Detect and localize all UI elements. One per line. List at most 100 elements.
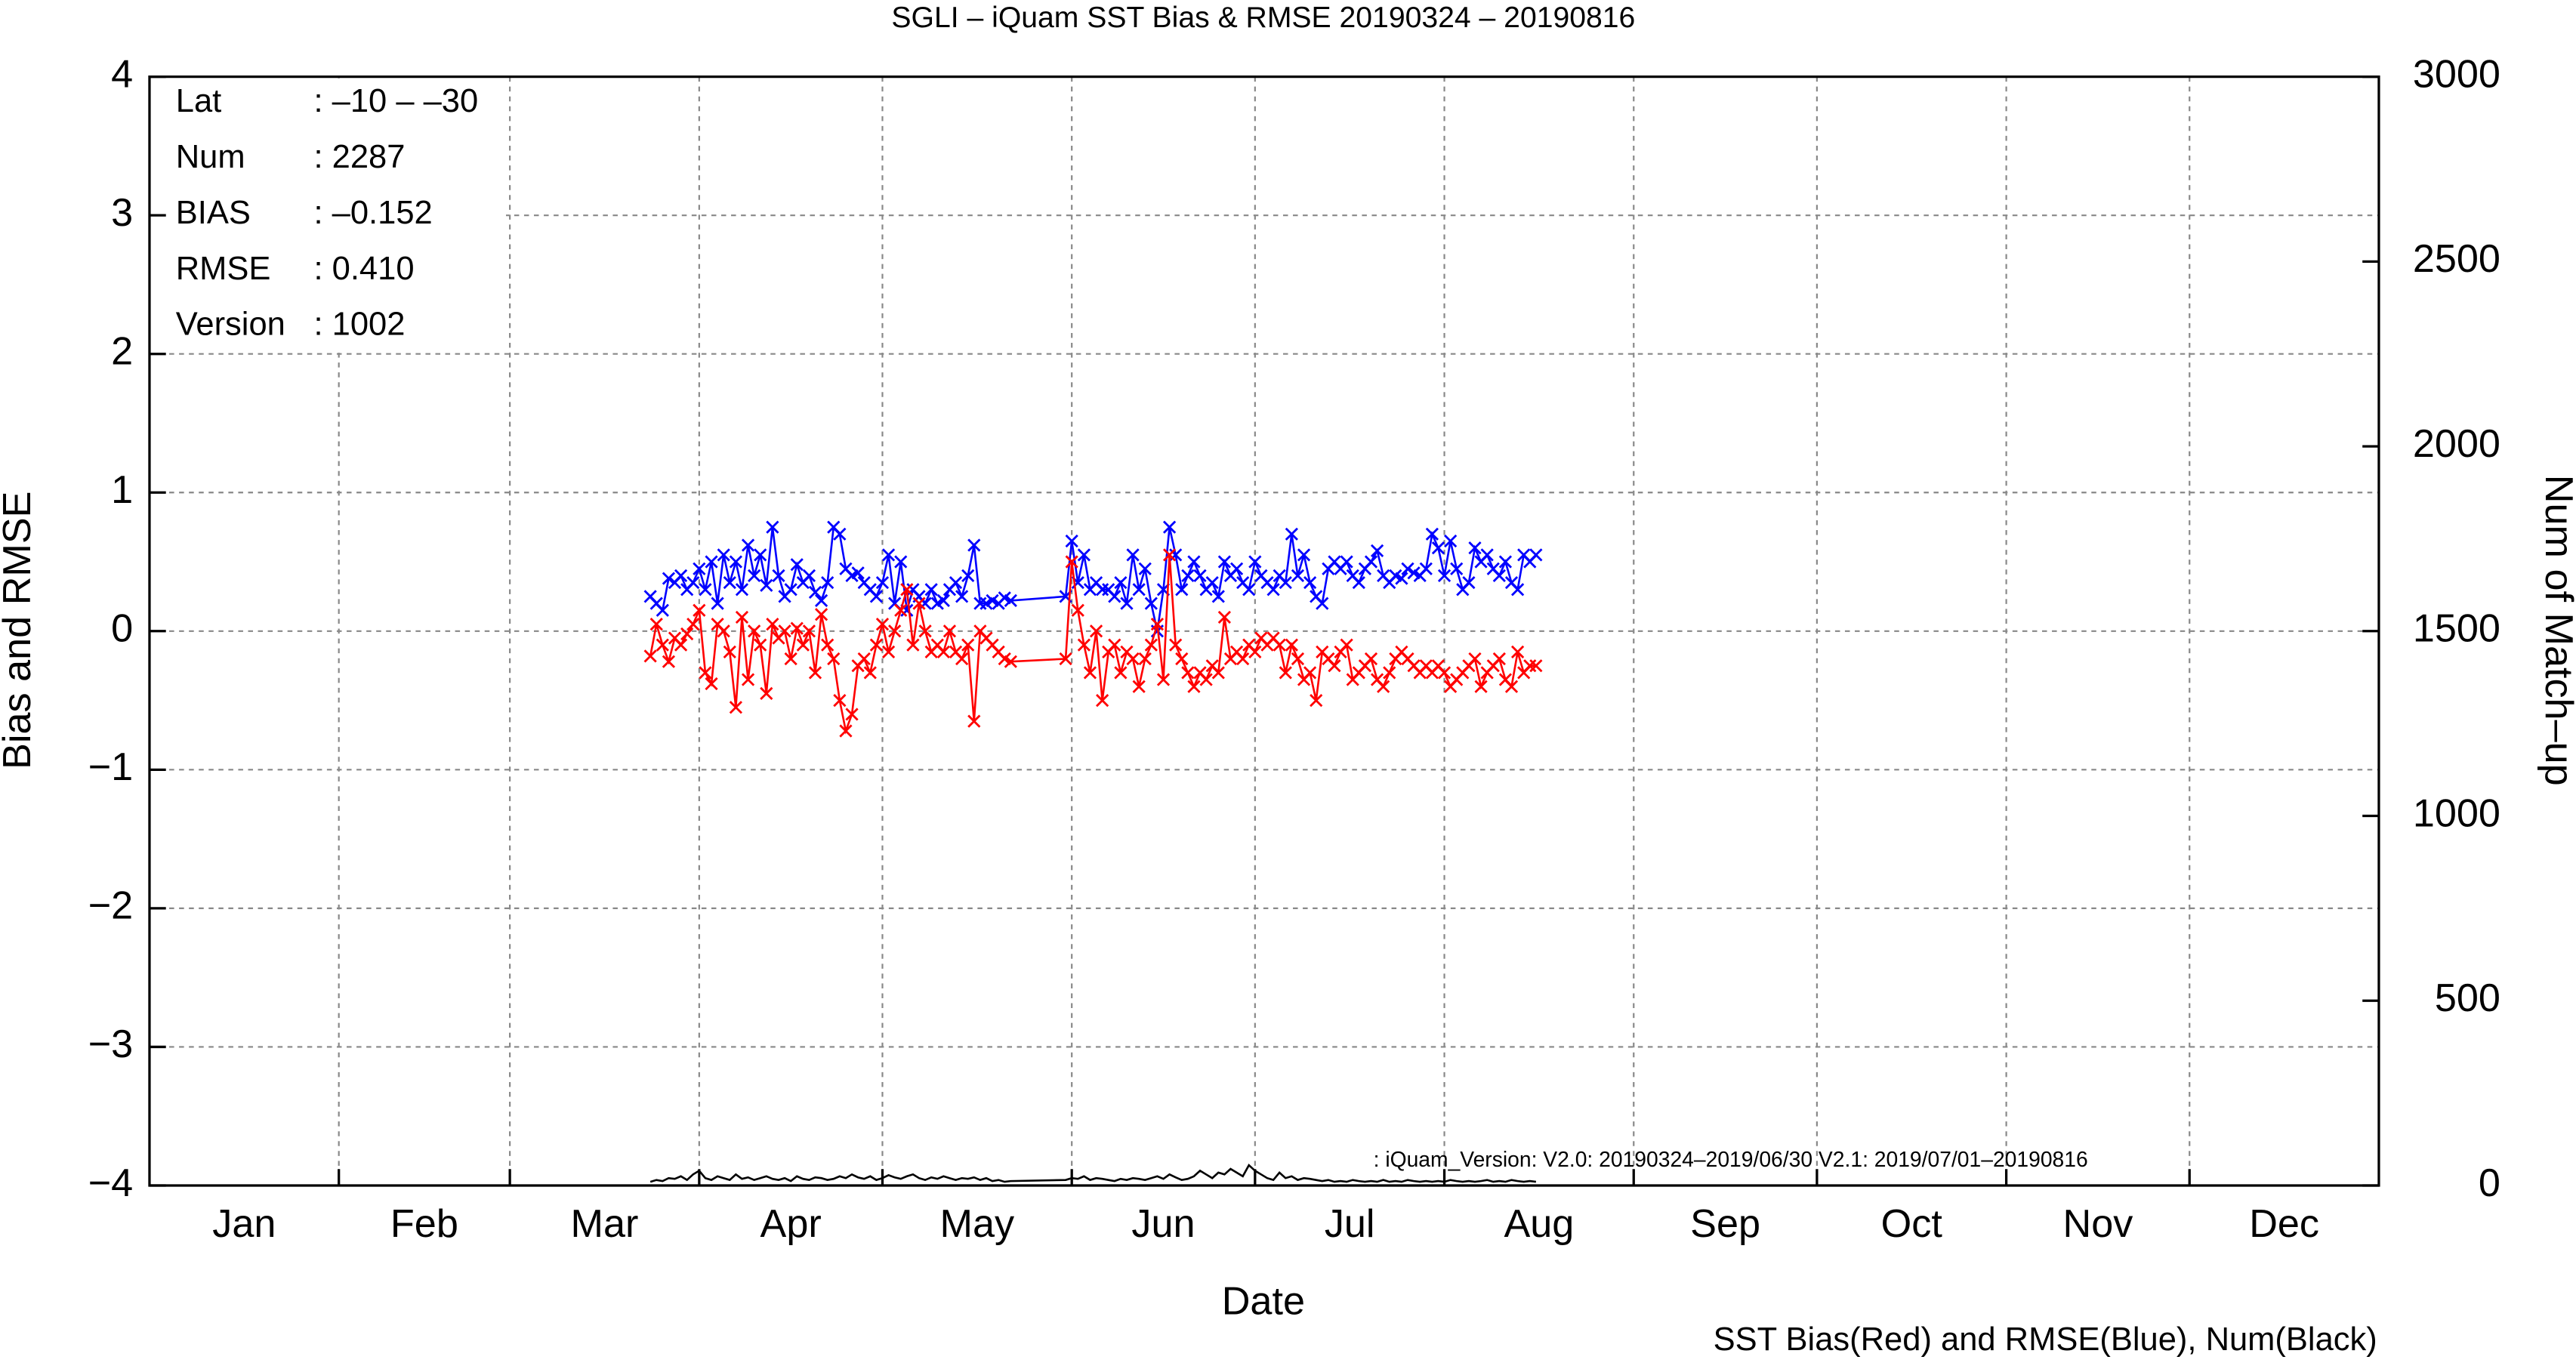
data-point bbox=[754, 548, 767, 562]
data-point bbox=[851, 566, 865, 580]
data-point bbox=[888, 624, 902, 638]
data-point bbox=[693, 603, 706, 617]
y-tick-label: 2 bbox=[111, 330, 133, 374]
stats-label: BIAS bbox=[176, 195, 251, 231]
data-point bbox=[1279, 666, 1292, 680]
data-point bbox=[1248, 555, 1262, 569]
data-point bbox=[1217, 610, 1232, 624]
y2-axis-label: Num of Match–up bbox=[2537, 475, 2576, 786]
data-point bbox=[649, 618, 663, 631]
data-point bbox=[967, 714, 981, 728]
data-point bbox=[784, 652, 797, 666]
data-point bbox=[1328, 659, 1341, 673]
data-point bbox=[1193, 569, 1207, 582]
data-point bbox=[1370, 544, 1384, 557]
data-point bbox=[869, 590, 884, 603]
data-point bbox=[1310, 693, 1323, 708]
data-point bbox=[1425, 527, 1439, 541]
y-tick-label: 4 bbox=[111, 52, 133, 96]
data-point bbox=[1169, 638, 1183, 652]
stats-value: : 2287 bbox=[313, 139, 405, 175]
data-point bbox=[857, 652, 871, 666]
data-point bbox=[735, 583, 749, 597]
data-point bbox=[1279, 575, 1292, 590]
data-point bbox=[863, 666, 877, 680]
data-point bbox=[1492, 652, 1506, 666]
data-point bbox=[686, 618, 700, 631]
data-point bbox=[900, 583, 914, 597]
y-tick-label: −1 bbox=[88, 745, 134, 789]
data-point bbox=[1395, 572, 1408, 585]
data-point bbox=[674, 638, 688, 652]
data-point bbox=[918, 597, 932, 610]
data-point bbox=[1144, 638, 1158, 652]
data-point bbox=[1291, 569, 1305, 582]
data-point bbox=[748, 624, 761, 638]
data-point bbox=[1071, 603, 1084, 617]
data-point bbox=[1096, 693, 1109, 708]
data-point bbox=[705, 677, 718, 691]
data-point bbox=[1510, 645, 1525, 658]
data-point bbox=[1285, 638, 1298, 652]
data-point bbox=[1297, 548, 1311, 562]
stats-label: RMSE bbox=[176, 251, 271, 287]
data-point bbox=[1132, 583, 1146, 597]
data-point bbox=[821, 575, 835, 590]
chart-title: SGLI – iQuam SST Bias & RMSE 20190324 – … bbox=[891, 2, 1635, 34]
data-point bbox=[1181, 666, 1195, 680]
data-point bbox=[741, 538, 755, 552]
annotation: : iQuam_Version: V2.0: 20190324–2019/06/… bbox=[1374, 1147, 2088, 1171]
data-point bbox=[814, 594, 828, 608]
y2-tick-label: 0 bbox=[2479, 1161, 2500, 1205]
x-tick-label: Oct bbox=[1881, 1202, 1943, 1246]
data-point bbox=[1089, 624, 1103, 638]
data-point bbox=[1340, 555, 1353, 569]
data-point bbox=[1126, 548, 1140, 562]
stats-label: Version bbox=[176, 307, 285, 343]
data-point bbox=[1468, 541, 1482, 555]
data-point bbox=[912, 597, 926, 610]
data-point bbox=[802, 624, 816, 638]
data-point bbox=[1401, 562, 1414, 575]
data-point bbox=[699, 666, 712, 680]
data-point bbox=[1529, 548, 1543, 562]
y2-tick-label: 1000 bbox=[2413, 791, 2500, 835]
y-tick-label: 0 bbox=[111, 607, 133, 651]
data-point bbox=[717, 548, 730, 562]
data-point bbox=[662, 572, 676, 585]
y2-tick-label: 500 bbox=[2435, 976, 2500, 1020]
data-point bbox=[881, 645, 896, 658]
data-point bbox=[955, 652, 969, 666]
data-point bbox=[961, 569, 975, 582]
data-point bbox=[961, 638, 975, 652]
data-point bbox=[723, 575, 736, 590]
data-point bbox=[1077, 638, 1091, 652]
data-point bbox=[875, 575, 890, 590]
data-point bbox=[955, 590, 969, 603]
data-point bbox=[1004, 594, 1017, 608]
data-point bbox=[1126, 652, 1140, 666]
stats-label: Lat bbox=[176, 83, 221, 119]
stats-value: : –10 – –30 bbox=[313, 83, 478, 119]
data-point bbox=[808, 666, 822, 680]
data-point bbox=[967, 538, 981, 552]
data-point bbox=[1383, 666, 1396, 680]
data-point bbox=[1303, 575, 1317, 590]
y2-tick-label: 2000 bbox=[2413, 422, 2500, 466]
data-point bbox=[1285, 527, 1298, 541]
data-point bbox=[936, 645, 950, 658]
x-tick-label: Apr bbox=[760, 1202, 822, 1246]
data-point bbox=[845, 708, 859, 721]
data-point bbox=[1065, 555, 1078, 569]
data-point bbox=[778, 624, 791, 638]
data-point bbox=[1114, 575, 1128, 590]
y-tick-label: −4 bbox=[88, 1161, 134, 1205]
data-point bbox=[1108, 638, 1121, 652]
data-point bbox=[784, 583, 797, 597]
data-point bbox=[1175, 583, 1189, 597]
data-point bbox=[918, 624, 932, 638]
data-point bbox=[973, 597, 987, 610]
data-point bbox=[900, 603, 914, 617]
stats-box bbox=[151, 78, 507, 348]
data-point bbox=[1120, 597, 1134, 610]
